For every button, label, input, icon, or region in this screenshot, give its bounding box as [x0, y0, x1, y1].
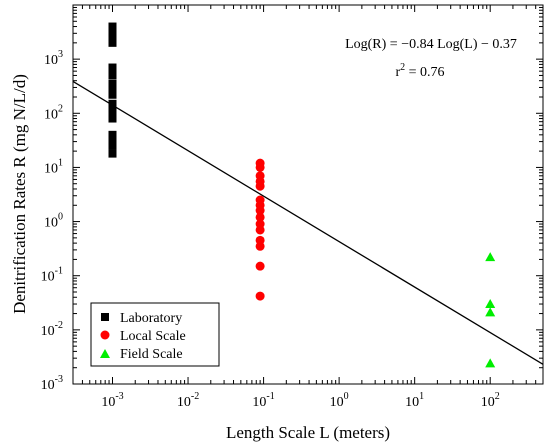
data-point-field-scale — [485, 307, 496, 317]
y-tick-label: 101 — [44, 157, 63, 176]
fit-equation: Log(R) = −0.84 Log(L) − 0.37 — [345, 37, 517, 52]
x-tick-label: 102 — [481, 391, 500, 410]
legend-label-field-scale: Field Scale — [120, 347, 183, 362]
y-tick-label: 10-1 — [41, 266, 63, 285]
x-tick-label: 10-2 — [177, 391, 199, 410]
legend-marker-field-scale — [100, 349, 110, 358]
data-point-laboratory — [108, 114, 117, 123]
data-point-laboratory — [108, 71, 117, 80]
regression-line — [72, 80, 544, 365]
data-point-laboratory — [108, 149, 117, 158]
data-point-field-scale — [485, 299, 496, 309]
y-tick-label: 103 — [44, 49, 63, 68]
data-point-laboratory — [108, 137, 117, 146]
data-point-laboratory — [108, 22, 117, 31]
data-point-laboratory — [108, 29, 117, 38]
data-point-field-scale — [485, 252, 496, 262]
r-squared: r2 = 0.76 — [395, 62, 444, 80]
data-point-local-scale — [255, 225, 265, 235]
data-point-laboratory — [108, 130, 117, 139]
data-point-laboratory — [108, 141, 117, 150]
data-point-laboratory — [108, 38, 117, 47]
legend-box — [90, 302, 220, 367]
x-tick-label: 101 — [405, 391, 424, 410]
data-point-local-scale — [255, 181, 265, 191]
x-tick-label: 100 — [330, 391, 349, 410]
data-point-laboratory — [108, 85, 117, 94]
data-point-field-scale — [485, 358, 496, 368]
data-point-laboratory — [108, 79, 117, 88]
data-point-laboratory — [108, 63, 117, 72]
data-point-laboratory — [108, 104, 117, 113]
x-tick-label: 10-1 — [252, 391, 274, 410]
data-point-local-scale — [255, 291, 265, 301]
data-point-local-scale — [255, 241, 265, 251]
legend: Laboratory Local Scale Field Scale — [90, 302, 220, 367]
data-point-laboratory — [108, 90, 117, 99]
legend-label-laboratory: Laboratory — [120, 311, 182, 326]
legend-label-local-scale: Local Scale — [120, 329, 186, 344]
x-tick-label: 10-3 — [101, 391, 123, 410]
y-tick-label: 10-2 — [41, 320, 63, 339]
plot-frame — [72, 4, 544, 385]
y-tick-label: 10-3 — [41, 374, 63, 393]
y-tick-label: 100 — [44, 212, 63, 231]
data-point-local-scale — [255, 261, 265, 271]
x-axis-label: Length Scale L (meters) — [226, 423, 390, 442]
data-point-laboratory — [108, 109, 117, 118]
data-point-laboratory — [108, 99, 117, 108]
data-point-local-scale — [255, 162, 265, 172]
legend-marker-local-scale — [100, 330, 110, 340]
legend-marker-laboratory — [101, 313, 109, 321]
data-point-laboratory — [108, 33, 117, 42]
data-point-local-scale — [255, 212, 265, 222]
y-axis-label: Denitrification Rates R (mg N/L/d) — [10, 74, 29, 314]
data-point-local-scale — [255, 206, 265, 216]
y-tick-label: 102 — [44, 103, 63, 122]
